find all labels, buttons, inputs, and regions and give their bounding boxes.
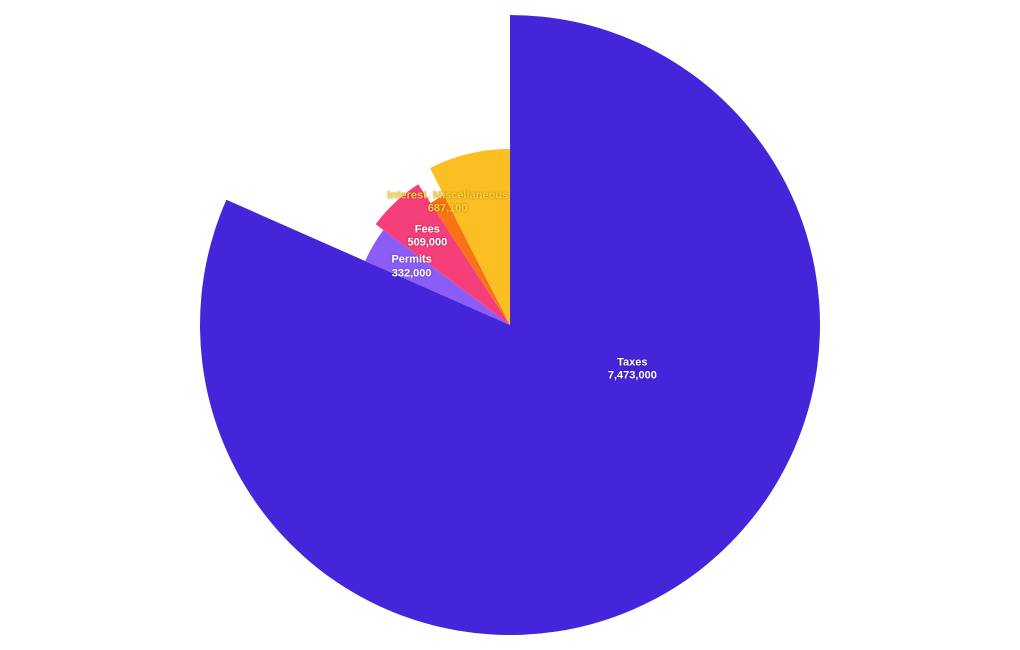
pie-svg <box>0 0 1020 650</box>
revenue-pie-chart: Taxes7,473,000Permits332,000Fees509,000I… <box>0 0 1020 650</box>
